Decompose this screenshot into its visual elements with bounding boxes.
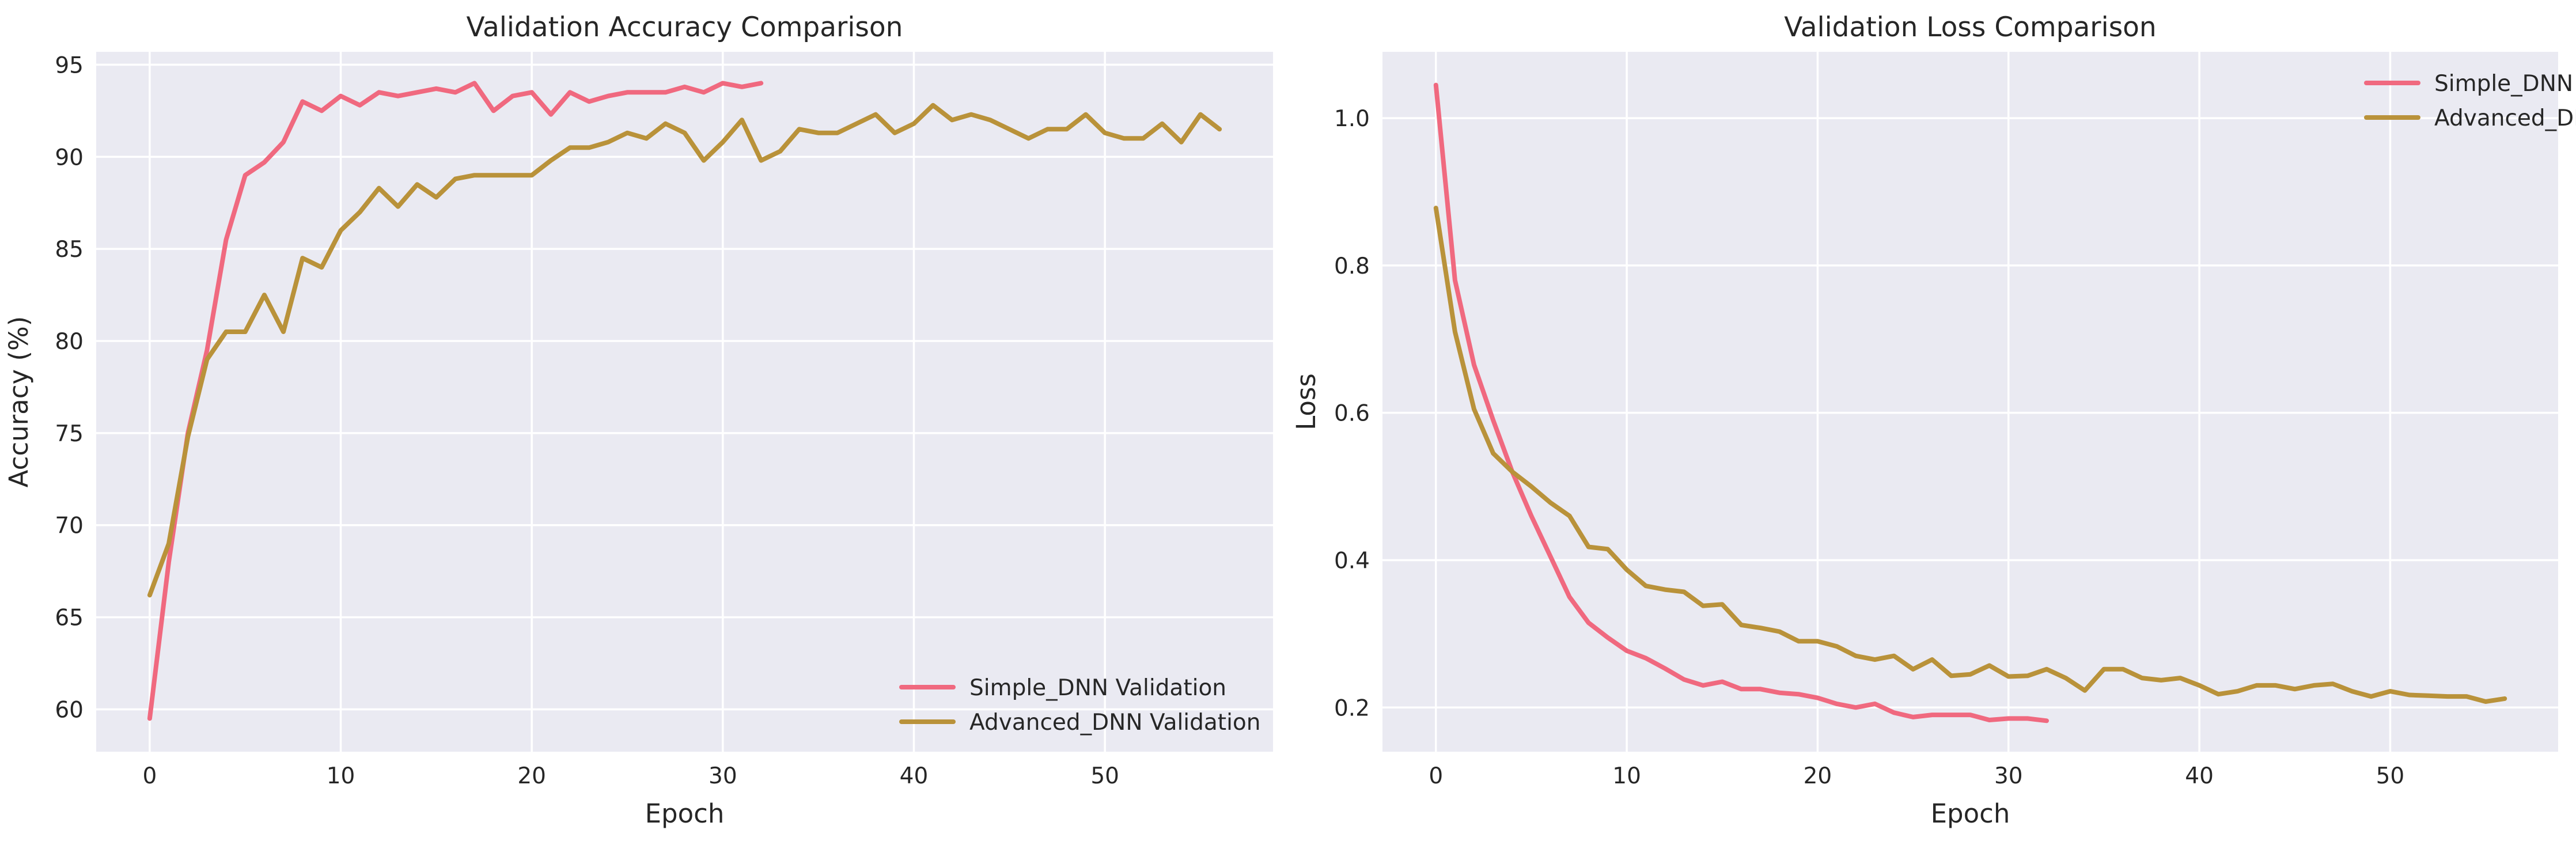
accuracy-series-line-advanced-dnn bbox=[147, 103, 1222, 598]
accuracy-x-tick-label: 30 bbox=[709, 763, 737, 789]
accuracy-y-tick-label: 60 bbox=[55, 697, 84, 723]
loss-x-tick-label: 50 bbox=[2376, 763, 2405, 789]
accuracy-y-tick-label: 80 bbox=[55, 329, 84, 355]
accuracy-y-axis-label: Accuracy (%) bbox=[3, 316, 34, 488]
accuracy-y-tick-label: 65 bbox=[55, 605, 84, 631]
accuracy-y-tick-label: 75 bbox=[55, 421, 84, 447]
accuracy-x-axis-label: Epoch bbox=[645, 798, 725, 829]
accuracy-y-tick-label: 70 bbox=[55, 513, 84, 539]
accuracy-plot-area bbox=[96, 52, 1273, 752]
loss-x-axis-label: Epoch bbox=[1931, 798, 2010, 829]
loss-y-tick-label: 1.0 bbox=[1334, 106, 1370, 132]
accuracy-x-tick-label: 50 bbox=[1090, 763, 1119, 789]
loss-series-line-simple-dnn bbox=[1433, 82, 2049, 723]
loss-y-axis-label: Loss bbox=[1291, 373, 1321, 430]
accuracy-y-tick-label: 85 bbox=[55, 237, 84, 263]
accuracy-y-tick-label: 95 bbox=[55, 52, 84, 78]
loss-x-tick-label: 40 bbox=[2185, 763, 2214, 789]
loss-series-line-advanced-dnn bbox=[1433, 206, 2507, 704]
accuracy-legend-label: Advanced_DNN Validation bbox=[969, 710, 1261, 736]
loss-x-tick-label: 10 bbox=[1612, 763, 1641, 789]
accuracy-legend: Simple_DNN Validation Advanced_DNN Valida… bbox=[899, 675, 1261, 736]
accuracy-chart-title: Validation Accuracy Comparison bbox=[467, 12, 903, 43]
accuracy-legend-label: Simple_DNN Validation bbox=[969, 675, 1226, 701]
accuracy-x-tick-label: 20 bbox=[517, 763, 546, 789]
accuracy-x-tick-label: 0 bbox=[142, 763, 157, 789]
loss-plot-area bbox=[1382, 52, 2558, 752]
loss-y-tick-label: 0.8 bbox=[1334, 253, 1370, 279]
loss-x-tick-label: 30 bbox=[1994, 763, 2023, 789]
loss-x-tick-label: 20 bbox=[1804, 763, 1832, 789]
loss-chart-panel: 0 10 20 30 40 50 0.2 0.4 0.6 0.8 1.0 Validation Los… bbox=[1291, 12, 2576, 829]
accuracy-x-tick-label: 40 bbox=[900, 763, 929, 789]
accuracy-chart-panel: 0 10 20 30 40 50 60 65 70 75 80 85 90 95 Validation Ac… bbox=[3, 12, 1273, 829]
loss-y-tick-label: 0.6 bbox=[1334, 401, 1370, 427]
accuracy-series-line-simple-dnn bbox=[147, 81, 764, 721]
loss-legend-label: Simple_DNN Validation bbox=[2434, 71, 2576, 97]
accuracy-y-tick-label: 90 bbox=[55, 145, 84, 170]
loss-legend-label: Advanced_DNN Validation bbox=[2434, 105, 2576, 131]
loss-y-tick-label: 0.2 bbox=[1334, 695, 1370, 721]
loss-chart-title: Validation Loss Comparison bbox=[1784, 12, 2156, 43]
loss-legend: Simple_DNN Validation Advanced_DNN Valida… bbox=[2364, 71, 2576, 131]
accuracy-x-tick-label: 10 bbox=[327, 763, 355, 789]
loss-y-tick-label: 0.4 bbox=[1334, 548, 1370, 574]
loss-x-tick-label: 0 bbox=[1429, 763, 1443, 789]
